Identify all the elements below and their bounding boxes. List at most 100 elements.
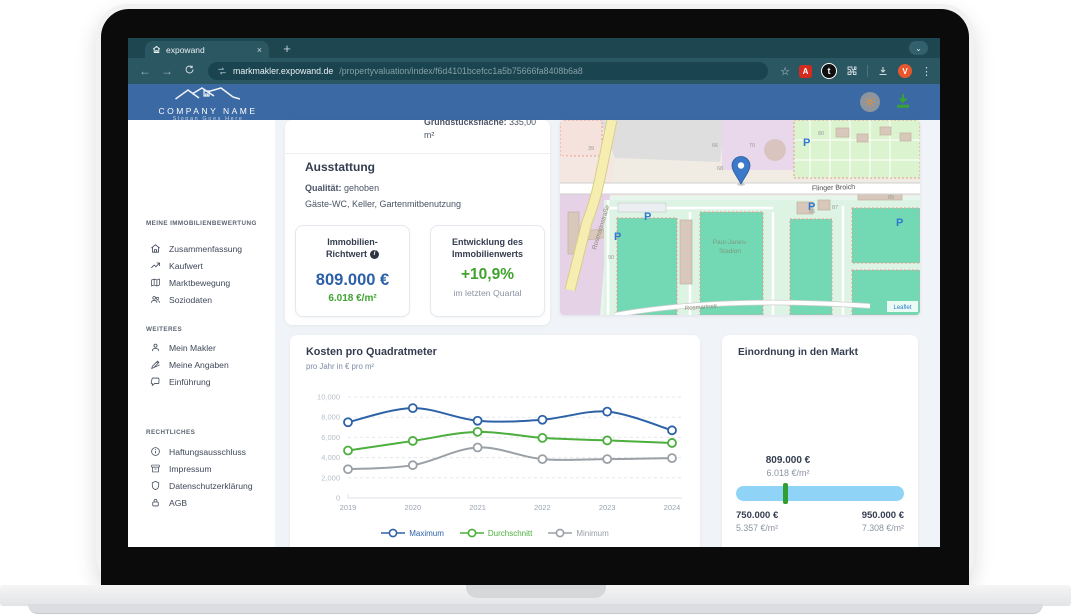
legend-marker-icon	[548, 528, 573, 538]
legend-durchschnitt[interactable]: Durchschnitt	[459, 528, 533, 538]
roofline-logo-icon	[175, 87, 241, 100]
tab-search-chevron-icon[interactable]: ⌄	[909, 41, 928, 55]
line-chart: 0 2,000 4,000 6,000 8,000 10,000 2019 2020 2021 2…	[317, 393, 682, 512]
legend-label: Durchschnitt	[487, 528, 533, 538]
market-current: 809.000 € 6.018 €/m²	[738, 455, 838, 478]
browser-tab[interactable]: expowand ×	[145, 41, 269, 58]
menu-dots-icon[interactable]: ⋮	[921, 65, 932, 78]
entwicklung-caption: im letzten Quartal	[453, 288, 522, 298]
map-attribution: Leaflet	[893, 305, 911, 311]
bookmark-star-icon[interactable]: ☆	[780, 65, 790, 78]
forward-icon[interactable]: →	[161, 64, 173, 78]
area-value: 335,00 m²	[424, 120, 536, 140]
entwicklung-card: Entwicklung des Immobilienwerts +10,9% i…	[430, 225, 545, 317]
url-host: markmakler.expowand.de	[233, 66, 334, 76]
sidebar-item-zusammenfassung[interactable]: Zusammenfassung	[150, 243, 268, 254]
svg-text:2021: 2021	[469, 503, 486, 512]
sidebar-label: Datenschutzerklärung	[169, 480, 253, 491]
export-download-button[interactable]	[894, 92, 912, 115]
sidebar-item-datenschutz[interactable]: Datenschutzerklärung	[150, 480, 268, 491]
theme-toggle-button[interactable]	[860, 92, 880, 112]
sun-icon	[865, 97, 875, 107]
legend-minimum[interactable]: Minimum	[548, 528, 609, 538]
svg-text:2022: 2022	[534, 503, 551, 512]
svg-text:2024: 2024	[664, 503, 681, 512]
richtwert-price: 809.000 €	[315, 271, 390, 289]
profile-avatar[interactable]: V	[898, 64, 912, 78]
downloads-icon[interactable]	[877, 65, 889, 77]
user-icon	[151, 343, 160, 352]
map-icon	[151, 278, 160, 287]
sidebar-item-kaufwert[interactable]: Kaufwert	[150, 260, 268, 271]
svg-text:85: 85	[809, 209, 815, 215]
sidebar-item-einfuehrung[interactable]: Einführung	[150, 376, 268, 387]
area-label: Grundstücksfläche:	[424, 120, 507, 127]
site-settings-icon[interactable]	[217, 66, 227, 76]
sidebar-item-mein-makler[interactable]: Mein Makler	[150, 342, 268, 353]
download-icon	[897, 94, 909, 108]
divider	[285, 153, 550, 154]
svg-text:80: 80	[818, 131, 824, 137]
entwicklung-value: +10,9%	[460, 266, 514, 283]
sidebar-item-impressum[interactable]: Impressum	[150, 463, 268, 474]
info-icon[interactable]: i	[370, 249, 379, 259]
parking-icon: P	[644, 211, 651, 223]
sidebar-item-haftungsausschluss[interactable]: Haftungsausschluss	[150, 446, 268, 457]
entwicklung-title: Entwicklung des Immobilienwerts	[431, 237, 544, 260]
richtwert-per-sqm: 6.018 €/m²	[328, 293, 377, 304]
legend-label: Maximum	[409, 528, 444, 538]
sidebar-item-agb[interactable]: AGB	[150, 497, 268, 508]
map-canvas: Flinger Broich Rosmarinstraße Rosmarinst…	[560, 120, 920, 315]
richtwert-title-line1: Immobilien-	[327, 237, 378, 247]
map-street-bottom-label: Rosmarinstr.	[685, 304, 719, 312]
market-position-marker	[783, 483, 789, 504]
legend-maximum[interactable]: Maximum	[381, 528, 444, 538]
svg-text:87: 87	[832, 205, 838, 211]
features-title: Ausstattung	[305, 160, 375, 174]
svg-text:2019: 2019	[340, 503, 357, 512]
back-icon[interactable]: ←	[139, 64, 151, 78]
url-bar[interactable]: markmakler.expowand.de/propertyvaluation…	[208, 62, 768, 80]
company-slogan: Slogan Goes Here	[172, 116, 244, 122]
t-extension-icon[interactable]: t	[821, 63, 837, 79]
extensions-puzzle-icon[interactable]	[846, 65, 858, 77]
reload-icon[interactable]	[178, 64, 200, 78]
legend-label: Minimum	[576, 528, 609, 538]
sidebar-label: Haftungsausschluss	[169, 446, 246, 457]
area-line: Grundstücksfläche: 335,00 m²	[424, 120, 544, 142]
new-tab-button[interactable]: +	[283, 40, 291, 56]
svg-text:89: 89	[888, 195, 894, 201]
chart-legend: Maximum Durchschnitt Minimum	[290, 528, 700, 538]
users-icon	[150, 296, 160, 303]
property-card: Grundstücksfläche: 335,00 m² Ausstattung…	[285, 120, 550, 325]
parking-icon: P	[614, 231, 621, 243]
sidebar-section-weiteres: WEITERES	[146, 326, 183, 333]
sidebar-item-marktbewegung[interactable]: Marktbewegung	[150, 277, 268, 288]
svg-text:2020: 2020	[404, 503, 421, 512]
sidebar-item-meine-angaben[interactable]: Meine Angaben	[150, 359, 268, 370]
sidebar-item-soziodaten[interactable]: Soziodaten	[150, 294, 268, 305]
browser-window: expowand × + ⌄ ← → markmakler.expowand.d…	[128, 38, 940, 547]
home-favicon-icon	[152, 45, 161, 53]
tab-close-icon[interactable]: ×	[256, 44, 262, 55]
toolbar-separator	[867, 65, 868, 77]
house-numbers: 39 66 70 68 80 85 87 89 90	[588, 131, 894, 261]
shield-icon	[151, 480, 160, 491]
sidebar-label: Einführung	[169, 376, 211, 387]
company-logo: COMPANY NAME Slogan Goes Here	[148, 87, 268, 122]
market-current-sqm: 6.018 €/m²	[766, 468, 810, 478]
toolbar-actions: ☆ A t V ⋮	[780, 58, 932, 84]
sidebar-label: Impressum	[169, 463, 212, 474]
market-range-slider	[736, 486, 904, 501]
pdf-extension-icon[interactable]: A	[799, 64, 812, 78]
sidebar-label: Mein Makler	[169, 342, 216, 353]
market-min-price: 750.000 €	[736, 510, 779, 521]
chart-subtitle: pro Jahr in € pro m²	[306, 362, 375, 371]
map-pin	[731, 156, 751, 186]
location-map[interactable]: Flinger Broich Rosmarinstraße Rosmarinst…	[560, 120, 920, 315]
map-stadium-label-2: Stadion	[719, 248, 741, 255]
laptop-base-foot	[28, 604, 1043, 614]
richtwert-card: Immobilien- Richtwert i 809.000 € 6.018 €…	[295, 225, 410, 317]
svg-text:39: 39	[588, 146, 594, 152]
